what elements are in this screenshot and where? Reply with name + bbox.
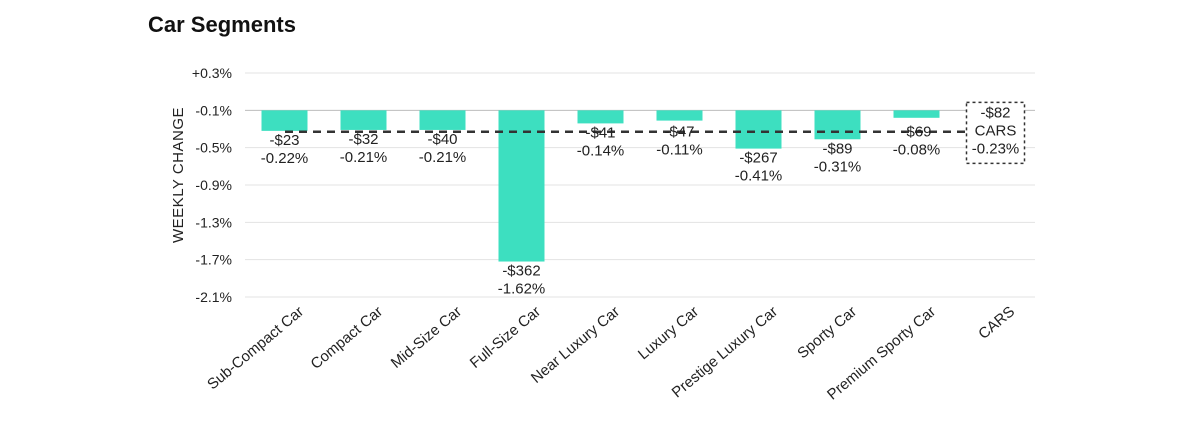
chart-title: Car Segments bbox=[148, 12, 296, 37]
y-tick-label: -1.3% bbox=[195, 214, 232, 230]
bar bbox=[340, 110, 387, 130]
percent-label: -0.21% bbox=[340, 149, 388, 166]
summary-label: CARS bbox=[975, 122, 1017, 139]
y-axis-label: WEEKLY CHANGE bbox=[170, 107, 187, 243]
y-axis-ticks: +0.3% -0.1% -0.5% -0.9% -1.3% -1.7% -2.1% bbox=[192, 65, 232, 305]
gridlines bbox=[245, 72, 1035, 298]
bar bbox=[893, 110, 940, 118]
percent-label: -1.62% bbox=[498, 281, 546, 298]
bar bbox=[735, 110, 782, 149]
bar bbox=[261, 110, 308, 131]
bar bbox=[656, 110, 703, 121]
bar bbox=[814, 110, 861, 140]
y-tick-label: -1.7% bbox=[195, 252, 232, 268]
percent-label: -0.31% bbox=[814, 158, 862, 175]
category-label: Sporty Car bbox=[794, 303, 860, 362]
percent-label: -0.41% bbox=[735, 168, 783, 185]
category-label: Mid-Size Car bbox=[388, 303, 465, 372]
dollar-label: -$40 bbox=[427, 131, 457, 148]
y-tick-label: -0.1% bbox=[195, 102, 232, 118]
category-label: Luxury Car bbox=[635, 303, 702, 363]
summary-box bbox=[965, 101, 1026, 165]
y-tick-label: -0.9% bbox=[195, 177, 232, 193]
dollar-label: -$362 bbox=[502, 263, 540, 280]
dollar-label: -$23 bbox=[269, 132, 299, 149]
category-label: Sub-Compact Car bbox=[204, 303, 307, 393]
bar bbox=[577, 110, 624, 124]
bar bbox=[498, 110, 545, 262]
dollar-label: -$47 bbox=[664, 123, 694, 140]
dollar-label: -$89 bbox=[822, 140, 852, 157]
percent-label: -0.11% bbox=[656, 141, 702, 158]
percent-label: -0.23% bbox=[972, 140, 1020, 157]
percent-label: -0.22% bbox=[261, 150, 309, 167]
category-label: Compact Car bbox=[307, 303, 386, 373]
x-axis-categories: Sub-Compact Car Compact Car Mid-Size Car Fu… bbox=[204, 303, 1018, 403]
category-label: CARS bbox=[975, 303, 1018, 343]
data-labels: -$23-0.22%-$32-0.21%-$40-0.21%-$362-1.62… bbox=[261, 104, 1020, 297]
dollar-label: -$32 bbox=[348, 131, 378, 148]
bar bbox=[419, 110, 466, 130]
dollar-label: -$82 bbox=[980, 104, 1010, 121]
percent-label: -0.08% bbox=[893, 141, 941, 158]
dollar-label: -$267 bbox=[739, 150, 777, 167]
dollar-label: -$41 bbox=[585, 124, 615, 141]
percent-label: -0.21% bbox=[419, 149, 467, 166]
bars bbox=[261, 101, 1026, 262]
y-tick-label: +0.3% bbox=[192, 65, 232, 81]
dollar-label: -$69 bbox=[901, 123, 931, 140]
category-label: Full-Size Car bbox=[467, 303, 544, 372]
percent-label: -0.14% bbox=[577, 142, 625, 159]
y-tick-label: -2.1% bbox=[195, 289, 232, 305]
y-tick-label: -0.5% bbox=[195, 140, 232, 156]
